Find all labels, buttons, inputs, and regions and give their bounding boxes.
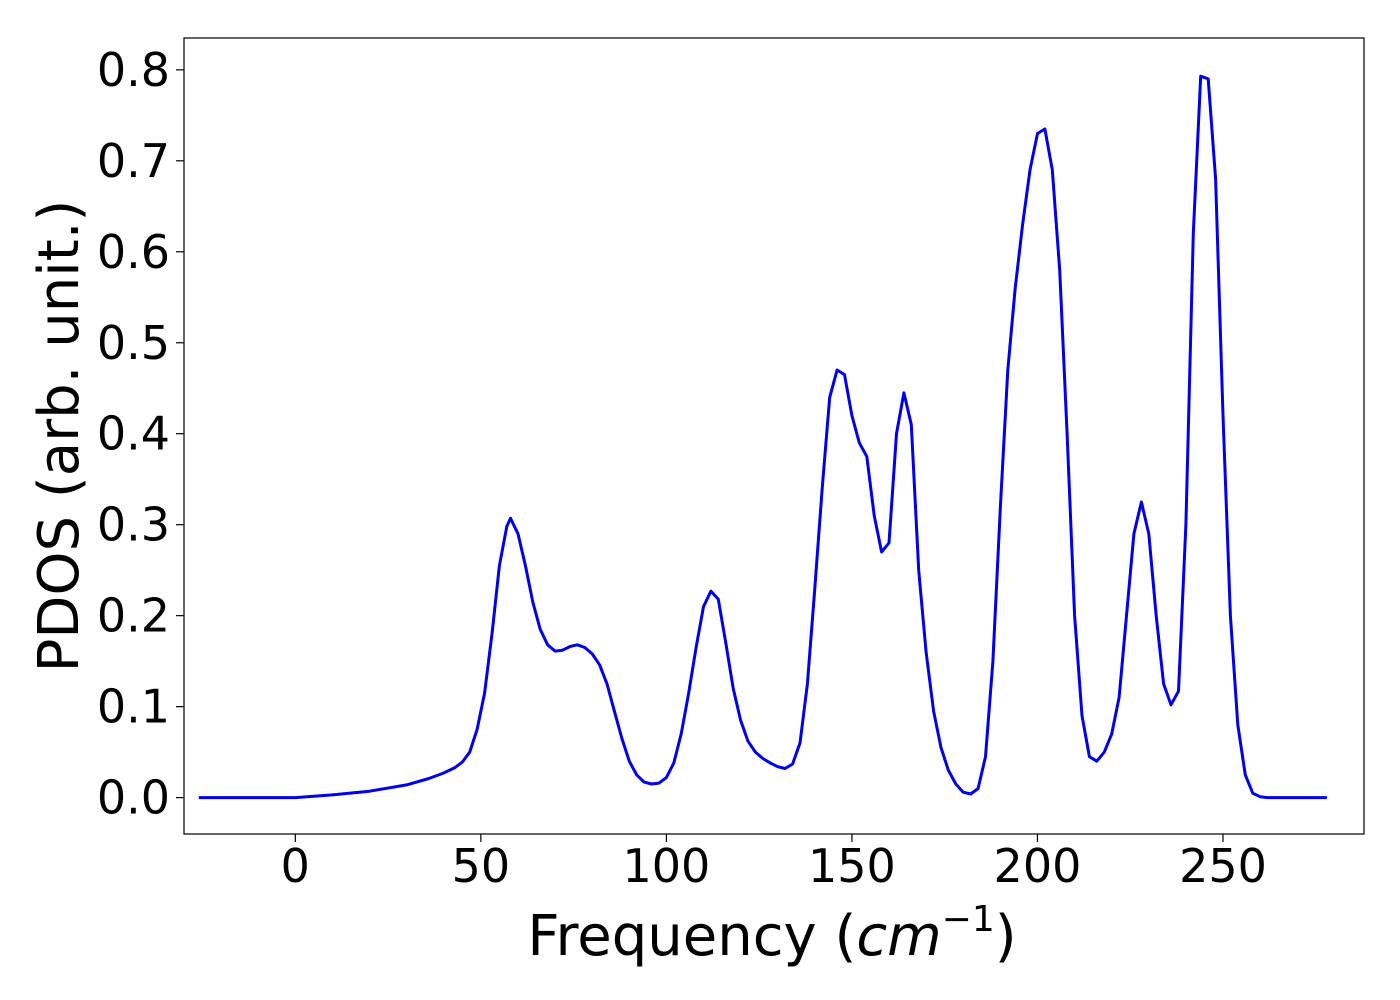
plot-frame — [183, 37, 1365, 835]
x-tick-label: 150 — [808, 839, 896, 893]
x-axis-label-var: cm — [856, 904, 941, 969]
y-tick-label: 0.2 — [97, 589, 170, 643]
y-axis-label: PDOS (arb. unit.) — [27, 200, 92, 673]
x-tick-label: 250 — [1179, 839, 1267, 893]
y-tick-label: 0.4 — [97, 407, 170, 461]
y-tick-label: 0.6 — [97, 225, 170, 279]
x-axis-label-sup: −1 — [942, 899, 995, 940]
x-axis-label-prefix: Frequency ( — [527, 904, 856, 969]
x-tick-label: 100 — [622, 839, 710, 893]
y-tick-label: 0.7 — [97, 134, 170, 188]
x-tick-label: 0 — [281, 839, 310, 893]
y-tick-label: 0.0 — [97, 771, 170, 825]
x-tick-label: 200 — [994, 839, 1082, 893]
plot-area — [183, 37, 1365, 835]
x-axis-label: Frequency (cm−1) — [527, 899, 1016, 969]
y-tick-label: 0.1 — [97, 680, 170, 734]
x-tick-label: 50 — [452, 839, 511, 893]
y-tick-label: 0.3 — [97, 498, 170, 552]
x-axis-label-suffix: ) — [995, 904, 1017, 969]
axis-ticks: 0 50 100 150 200 250 0.0 0.1 0.2 0.3 0.4 0.5 0.6 0.7 0… — [97, 43, 1267, 893]
pdos-line — [198, 74, 1327, 800]
y-tick-label: 0.5 — [97, 316, 170, 370]
y-tick-label: 0.8 — [97, 43, 170, 97]
